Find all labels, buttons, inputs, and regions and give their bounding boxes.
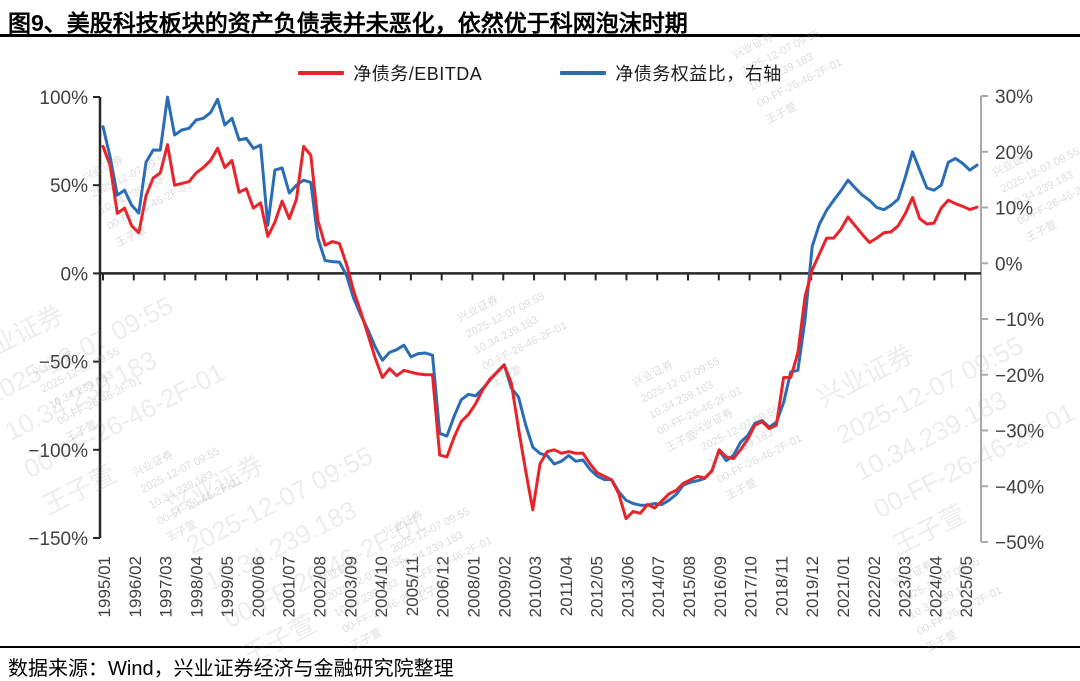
x-axis-tick-label: 1998/04 [187, 556, 206, 617]
x-axis-tick-label: 2011/04 [557, 556, 576, 616]
right-axis-tick-label: 30% [995, 87, 1033, 108]
right-axis-tick-label: 0% [995, 254, 1023, 275]
x-axis-tick-label: 1995/01 [95, 556, 114, 617]
x-axis-tick-label: 2001/07 [280, 556, 299, 617]
legend-item-net-debt-equity[interactable]: 净债务权益比，右轴 [560, 60, 782, 86]
x-axis-tick-label: 2008/01 [464, 556, 483, 617]
x-axis-tick-label: 2012/05 [588, 556, 607, 617]
data-source-note: 数据来源：Wind，兴业证券经济与金融研究院整理 [8, 658, 454, 680]
x-axis-tick-label: 1999/05 [218, 556, 237, 617]
legend-item-net-debt-ebitda[interactable]: 净债务/EBITDA [298, 60, 482, 86]
x-axis-tick-label: 1996/02 [126, 556, 145, 617]
x-axis-tick-label: 2013/06 [618, 556, 637, 617]
left-axis-tick-label: −50% [39, 353, 88, 374]
right-axis-tick-label: −50% [995, 533, 1044, 554]
right-axis-tick-label: −40% [995, 477, 1044, 498]
x-axis-tick-label: 2021/01 [834, 556, 853, 617]
x-axis-tick-label: 2010/03 [526, 556, 545, 617]
x-axis-tick-label: 2019/12 [803, 556, 822, 617]
chart-title: 图9、美股科技板块的资产负债表并未恶化，依然优于科网泡沫时期 [8, 10, 688, 36]
right-axis-tick-label: 10% [995, 199, 1033, 220]
x-axis-tick-label: 2023/03 [896, 556, 915, 617]
x-axis-tick-label: 2009/02 [495, 556, 514, 617]
series-line-net-debt-ebitda [101, 143, 979, 521]
legend-label-net-debt-equity: 净债务权益比，右轴 [615, 64, 782, 84]
right-axis-tick-label: −30% [995, 422, 1044, 443]
x-axis-tick-label: 1997/03 [157, 556, 176, 617]
x-axis-tick-label: 2022/02 [865, 556, 884, 617]
x-axis-tick-label: 2018/11 [772, 556, 791, 616]
x-axis-tick-label: 2025/05 [957, 556, 976, 617]
footer-separator [0, 646, 1080, 648]
right-axis-tick-label: −20% [995, 366, 1044, 387]
x-axis-tick-label: 2024/04 [926, 556, 945, 617]
x-axis-tick-label: 2005/11 [403, 556, 422, 616]
x-axis-tick-label: 2014/07 [649, 556, 668, 617]
right-axis-tick-label: −10% [995, 310, 1044, 331]
legend-line-red-icon [298, 71, 345, 75]
right-axis-tick-label: 20% [995, 143, 1033, 164]
title-underline [0, 34, 1080, 37]
chart-legend: 净债务/EBITDA 净债务权益比，右轴 [0, 60, 1080, 86]
left-axis-tick-label: 50% [50, 176, 88, 197]
left-axis-tick-label: 100% [39, 88, 88, 109]
series-line-net-debt-equity [101, 95, 979, 507]
x-axis-tick-label: 2015/08 [680, 556, 699, 617]
left-axis-tick-label: 0% [61, 264, 89, 285]
x-axis-tick-label: 2002/08 [311, 556, 330, 617]
legend-line-blue-icon [560, 71, 607, 75]
legend-label-net-debt-ebitda: 净债务/EBITDA [353, 64, 483, 84]
x-axis-tick-label: 2003/09 [341, 556, 360, 617]
left-axis-tick-label: −100% [28, 441, 88, 462]
x-axis-tick-label: 2000/06 [249, 556, 268, 617]
x-axis-tick-label: 2006/12 [434, 556, 453, 617]
x-axis-tick-label: 2016/09 [711, 556, 730, 617]
x-axis-tick-label: 2004/10 [372, 556, 391, 617]
x-axis-tick-label: 2017/10 [742, 556, 761, 617]
left-axis-tick-label: −150% [28, 529, 88, 550]
